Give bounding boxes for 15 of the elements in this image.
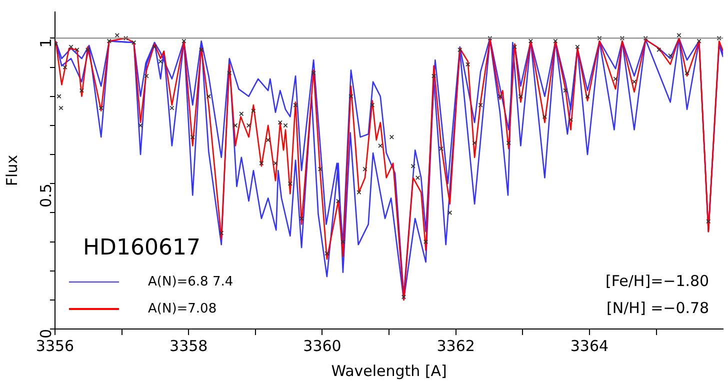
x-tick-label: 3364 [570,336,609,355]
annotation: HD160617 [83,236,200,261]
x-tick-label: 3358 [170,336,208,355]
x-tick-label: 3360 [303,336,342,355]
x-axis-title: Wavelength [A] [331,362,447,380]
y-axis-title: Flux [2,154,21,186]
y-tick-label: 0.5 [36,184,55,208]
x-tick-label: 3362 [436,336,475,355]
x-tick-label: 3356 [36,336,74,355]
annotation: [Fe/H]=−1.80 [605,272,710,290]
legend-label: A(N)=7.08 [148,301,217,316]
y-tick-label: 0 [36,329,55,339]
annotation: [N/H] =−0.78 [606,298,710,317]
legend-label: A(N)=6.8 7.4 [148,274,234,290]
y-tick-label: 1 [36,38,55,48]
